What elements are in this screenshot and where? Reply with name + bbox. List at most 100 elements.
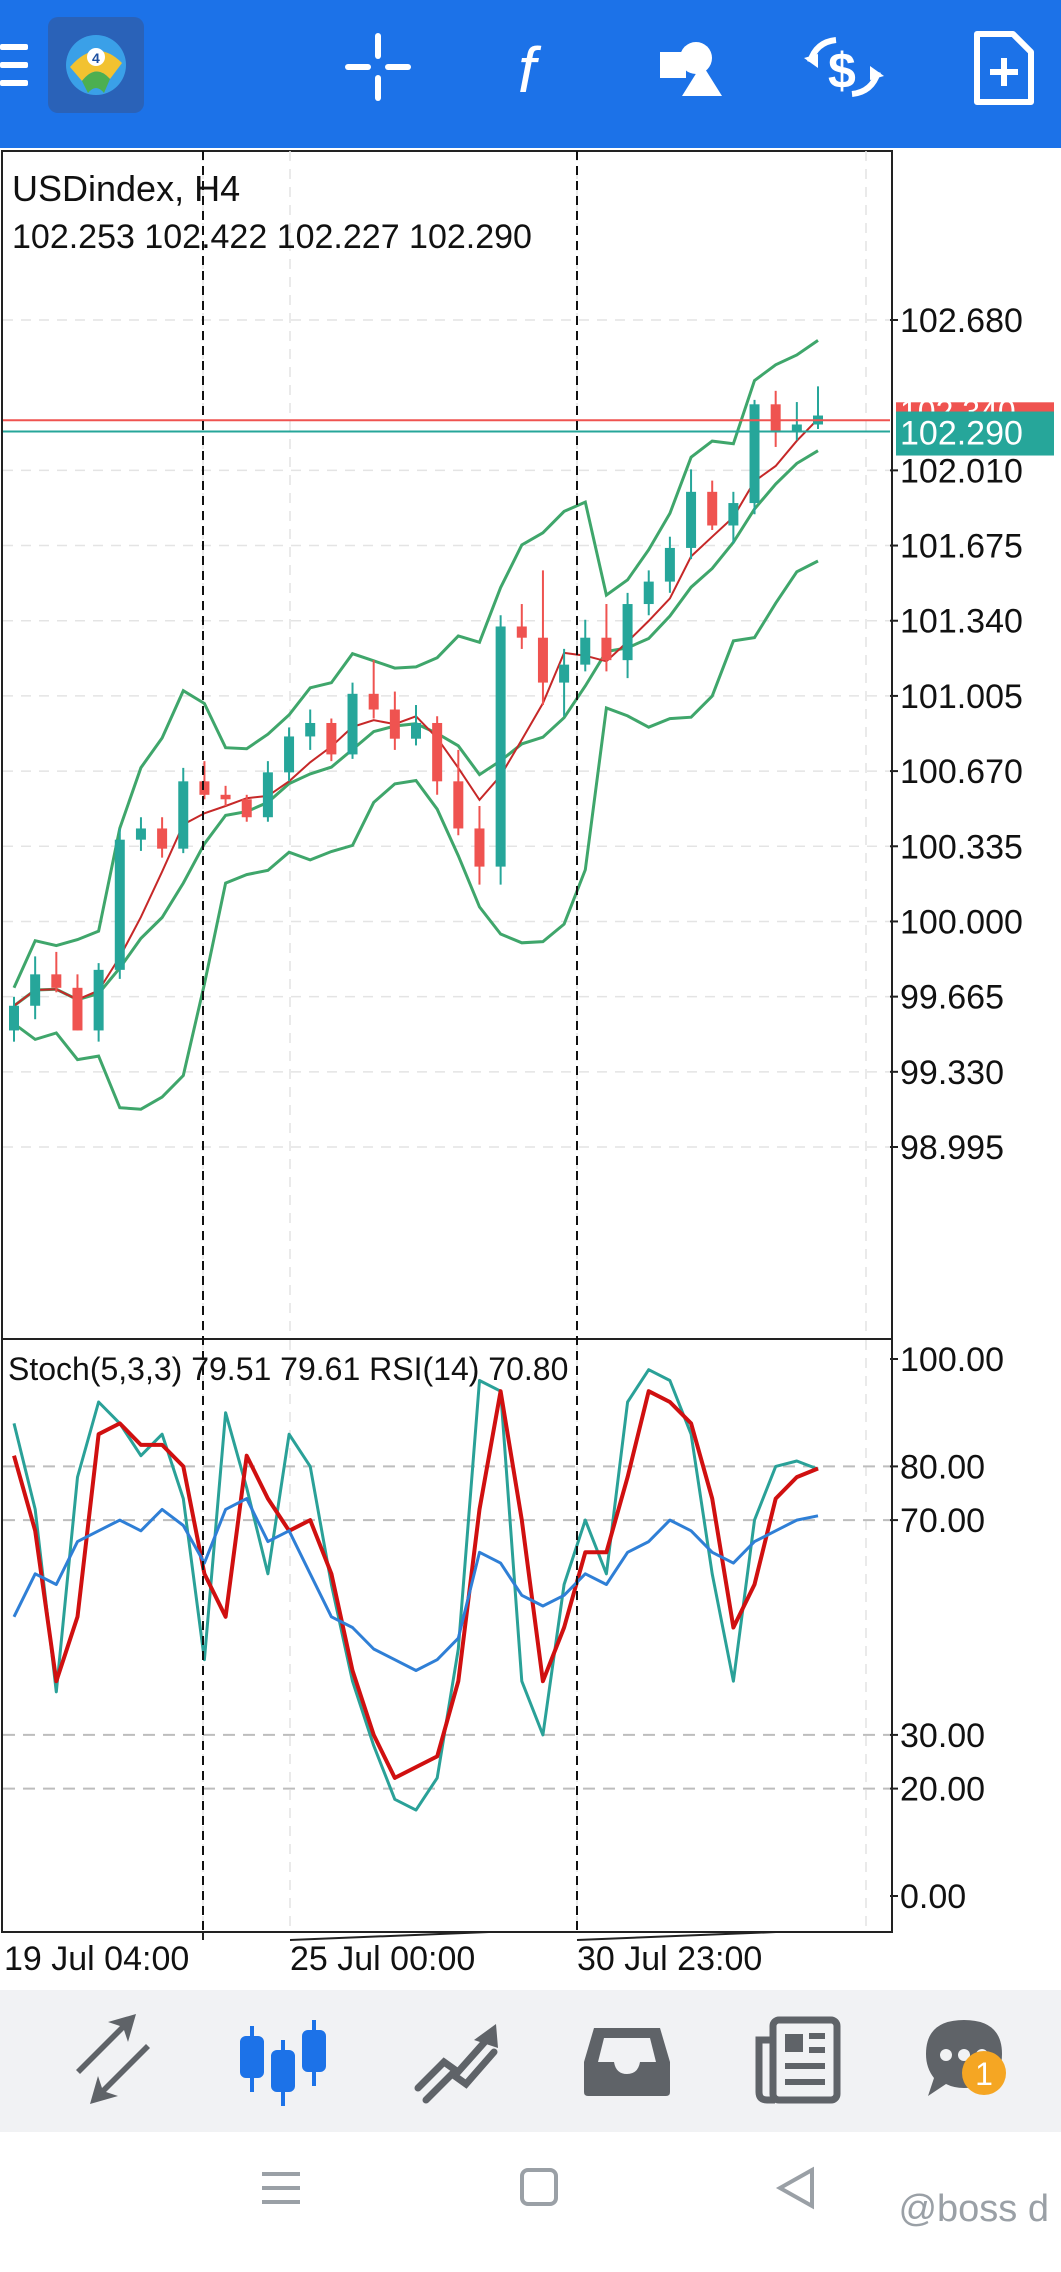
watermark-text: @boss d: [898, 2188, 1049, 2230]
home-square-icon[interactable]: [520, 2168, 558, 2206]
newspaper-icon: [755, 2016, 841, 2104]
chart-canvas[interactable]: 102.680 102.010 101.675 101.340 101.005 100.6…: [0, 148, 1061, 1990]
ohlc-values: 102.253 102.422 102.227 102.290: [12, 218, 532, 256]
symbol-timeframe: USDindex, H4: [12, 168, 240, 209]
time-tick: [289, 1931, 490, 1941]
bollinger-lower-band: [13, 559, 819, 1111]
bottom-nav: 1: [0, 1990, 1061, 2132]
bollinger-upper-band: [12, 339, 819, 989]
candle-body: [453, 781, 464, 829]
nav-quotes[interactable]: [58, 2000, 168, 2118]
indicator-label: Stoch(5,3,3) 79.51 79.61 RSI(14) 70.80: [8, 1351, 568, 1387]
chat-bubble-icon: 1: [926, 2020, 1006, 2096]
time-axis-label: 30 Jul 23:00: [577, 1940, 762, 1978]
candle-body: [51, 974, 62, 988]
nav-news[interactable]: [745, 2000, 855, 2118]
candle-body: [93, 969, 104, 1031]
price-axis-label: 101.675: [900, 528, 1023, 566]
bid-price-box: [896, 411, 1054, 456]
notification-badge: [962, 2051, 1006, 2095]
candle-body: [305, 722, 316, 737]
hamburger-menu-icon[interactable]: [0, 44, 30, 90]
candle-body: [707, 491, 718, 526]
candle-body: [178, 781, 189, 849]
indicator-axis-label: 80.00: [900, 1448, 985, 1486]
candle-body: [474, 828, 485, 867]
candle-body: [770, 404, 781, 432]
stoch-signal-line: [12, 1389, 819, 1780]
new-order-icon[interactable]: [955, 22, 1051, 112]
svg-text:f: f: [518, 34, 542, 106]
candle-body: [241, 799, 252, 818]
candle-body: [495, 626, 506, 867]
candle-body: [114, 839, 125, 970]
candle-body: [432, 722, 443, 782]
inbox-tray-icon: [584, 2028, 670, 2096]
price-axis-label: 100.335: [900, 828, 1023, 866]
chart-area[interactable]: 102.680 102.010 101.675 101.340 101.005 100.6…: [0, 148, 1061, 1990]
candle-body: [30, 974, 41, 1006]
candle-body: [9, 1005, 19, 1031]
back-triangle-icon[interactable]: [775, 2166, 814, 2210]
price-axis-label: 102.680: [900, 302, 1023, 340]
symbol-dollar-icon[interactable]: $: [796, 22, 892, 112]
candle-body: [537, 637, 548, 683]
indicator-axis-label: 20.00: [900, 1771, 985, 1809]
candle-body: [728, 503, 739, 526]
quotes-arrows-icon: [76, 2014, 150, 2104]
candle-body: [791, 424, 802, 432]
bid-price-label: 102.290: [900, 415, 1023, 453]
candle-body: [347, 693, 358, 755]
price-axis-label: 102.010: [900, 452, 1023, 490]
time-axis-label: 25 Jul 00:00: [290, 1940, 475, 1978]
indicator-axis-label: 100.00: [900, 1341, 1004, 1379]
candle-body: [516, 626, 527, 638]
candle-body: [643, 581, 654, 605]
objects-shapes-icon[interactable]: [640, 22, 736, 112]
nav-history[interactable]: [572, 2000, 682, 2118]
candle-body: [157, 828, 168, 849]
nav-messages[interactable]: 1: [914, 2000, 1024, 2118]
candle-body: [368, 693, 379, 710]
price-axis-label: 101.340: [900, 603, 1023, 641]
candle-body: [199, 781, 210, 795]
candle-body: [326, 722, 337, 755]
candle-body: [72, 987, 83, 1031]
top-toolbar: 4 f $: [0, 0, 1061, 148]
notification-badge-count: 1: [975, 2056, 993, 2092]
price-axis-label: 98.995: [900, 1129, 1004, 1167]
candle-body: [262, 772, 273, 818]
time-tick: [576, 1931, 777, 1941]
system-nav-bar: [0, 2132, 1061, 2267]
trade-trend-icon: [414, 2024, 498, 2104]
nav-trade[interactable]: [402, 2000, 512, 2118]
price-axis-label: 100.670: [900, 753, 1023, 791]
candle-body: [220, 794, 231, 800]
main-chart-frame: [1, 150, 893, 1340]
candle-body: [686, 491, 697, 548]
svg-text:4: 4: [92, 50, 100, 66]
price-axis-label: 99.330: [900, 1054, 1004, 1092]
nav-chart[interactable]: [228, 2000, 338, 2118]
candle-body: [559, 664, 570, 683]
metatrader-logo-icon[interactable]: 4: [48, 17, 144, 113]
candle-body: [749, 404, 760, 504]
price-axis-label: 100.000: [900, 903, 1023, 941]
crosshair-icon[interactable]: [330, 22, 426, 112]
recents-menu-icon[interactable]: [262, 2172, 300, 2204]
candle-body: [389, 709, 400, 739]
indicator-axis-label: 70.00: [900, 1502, 985, 1540]
candle-body: [135, 828, 146, 840]
indicators-f-icon[interactable]: f: [488, 22, 584, 112]
time-axis-label: 19 Jul 04:00: [4, 1940, 189, 1978]
candle-body: [411, 722, 421, 739]
candlestick-chart-icon: [240, 2020, 326, 2106]
price-axis-label: 101.005: [900, 678, 1023, 716]
svg-text:$: $: [828, 43, 856, 99]
sub-chart-frame: [1, 1338, 893, 1933]
price-axis-label: 99.665: [900, 979, 1004, 1017]
candle-body: [601, 637, 612, 661]
indicator-axis-label: 0.00: [900, 1878, 966, 1916]
indicator-axis-label: 30.00: [900, 1717, 985, 1755]
candle-body: [284, 736, 295, 773]
